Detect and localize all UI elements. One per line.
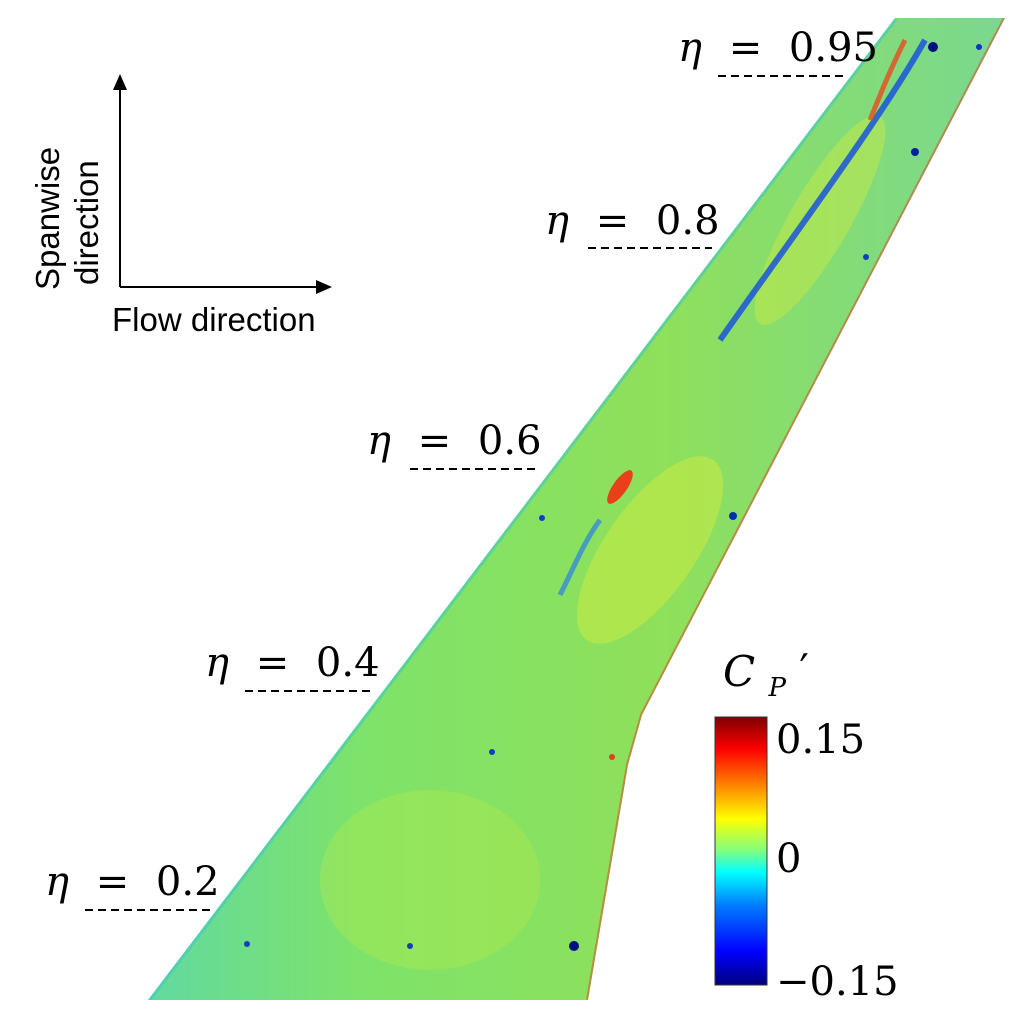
pressure-tap-spot xyxy=(539,515,545,521)
span-station-06: η = 0.6 xyxy=(367,418,542,470)
pressure-tap-spot xyxy=(729,512,737,520)
spanwise-arrowhead-icon xyxy=(113,74,127,90)
pressure-tap-spot xyxy=(863,254,869,260)
colorbar-gradient xyxy=(715,717,767,985)
station-value: 0.8 xyxy=(656,198,720,244)
colorbar-title-sub: P xyxy=(768,673,787,703)
spanwise-label-line2: direction xyxy=(68,160,105,285)
colorbar: C P ′ 0.15 0 −0.15 xyxy=(714,645,899,1005)
svg-text:η = 0.8: η = 0.8 xyxy=(545,198,720,244)
pressure-tap-spot xyxy=(244,941,250,947)
flow-arrowhead-icon xyxy=(316,280,332,294)
direction-indicator: Spanwise direction Flow direction xyxy=(29,74,332,338)
pressure-tap-spot xyxy=(928,42,938,52)
colorbar-mid-label: 0 xyxy=(776,836,801,882)
svg-text:η = 0.4: η = 0.4 xyxy=(205,640,380,686)
equals-sign: = xyxy=(256,640,290,686)
flow-direction-label: Flow direction xyxy=(112,301,316,338)
warm-region-root xyxy=(320,790,540,970)
span-station-02: η = 0.2 xyxy=(45,859,220,911)
warm-region-outer xyxy=(754,114,886,325)
wing-surface xyxy=(148,18,1005,1000)
eta-symbol: η xyxy=(205,640,229,686)
pressure-tap-spot xyxy=(489,749,495,755)
pressure-tap-spot xyxy=(407,943,413,949)
colorbar-min-label: −0.15 xyxy=(776,959,899,1005)
svg-text:η = 0.6: η = 0.6 xyxy=(367,418,542,464)
pressure-tap-spot xyxy=(569,941,579,951)
warm-region xyxy=(576,456,724,644)
equals-sign: = xyxy=(596,198,630,244)
eta-symbol: η xyxy=(367,418,391,464)
pressure-tap-spot xyxy=(609,754,615,760)
span-station-095: η = 0.95 xyxy=(678,25,878,77)
wing-planform xyxy=(148,18,1005,1000)
shock-streak-inner xyxy=(557,518,603,597)
span-station-04: η = 0.4 xyxy=(205,640,380,692)
shock-streak xyxy=(717,38,928,342)
station-value: 0.2 xyxy=(156,859,220,905)
svg-text:C P ′: C P ′ xyxy=(723,645,809,706)
trailing-edge-band xyxy=(586,18,1005,1000)
pressure-tap-spot xyxy=(911,148,919,156)
colorbar-max-label: 0.15 xyxy=(776,717,865,763)
red-streak xyxy=(867,38,908,121)
eta-symbol: η xyxy=(678,25,702,71)
span-station-08: η = 0.8 xyxy=(545,198,720,249)
pressure-tap-spot xyxy=(976,44,982,50)
equals-sign: = xyxy=(418,418,452,464)
colorbar-title-prime: ′ xyxy=(799,645,809,694)
colorbar-frame xyxy=(714,716,768,986)
red-spot xyxy=(607,470,633,504)
station-value: 0.6 xyxy=(478,418,542,464)
station-value: 0.4 xyxy=(316,640,380,686)
spanwise-label-line1: Spanwise xyxy=(29,147,66,290)
svg-text:η = 0.95: η = 0.95 xyxy=(678,25,878,71)
eta-symbol: η xyxy=(45,859,69,905)
svg-text:η = 0.2: η = 0.2 xyxy=(45,859,220,905)
station-value: 0.95 xyxy=(789,25,878,71)
eta-symbol: η xyxy=(545,198,569,244)
colorbar-title-main: C xyxy=(723,647,755,696)
equals-sign: = xyxy=(729,25,763,71)
equals-sign: = xyxy=(96,859,130,905)
